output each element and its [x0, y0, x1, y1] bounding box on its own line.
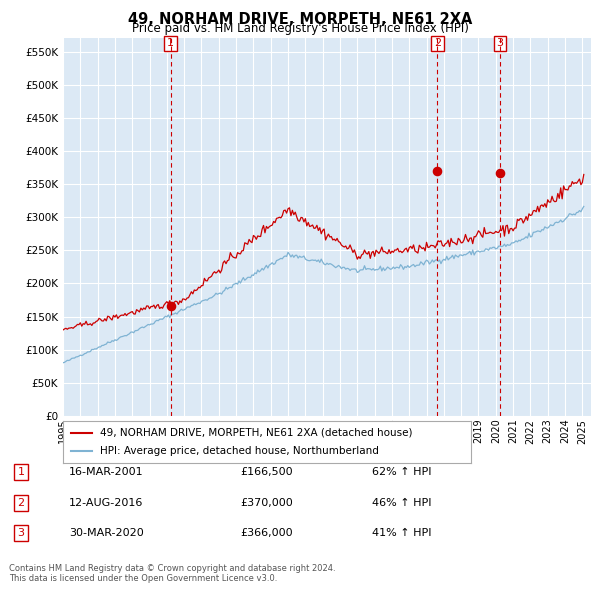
Text: 2: 2 [17, 498, 25, 507]
Text: 3: 3 [497, 38, 503, 48]
Text: 12-AUG-2016: 12-AUG-2016 [69, 498, 143, 507]
Point [166, 301, 175, 310]
Text: 46% ↑ HPI: 46% ↑ HPI [372, 498, 431, 507]
Text: 1: 1 [17, 467, 25, 477]
Point [433, 166, 442, 176]
Text: £166,500: £166,500 [240, 467, 293, 477]
Text: 2: 2 [434, 38, 441, 48]
Text: 16-MAR-2001: 16-MAR-2001 [69, 467, 143, 477]
Text: £370,000: £370,000 [240, 498, 293, 507]
Text: 41% ↑ HPI: 41% ↑ HPI [372, 529, 431, 538]
Text: 62% ↑ HPI: 62% ↑ HPI [372, 467, 431, 477]
Text: HPI: Average price, detached house, Northumberland: HPI: Average price, detached house, Nort… [100, 446, 379, 456]
Text: 30-MAR-2020: 30-MAR-2020 [69, 529, 144, 538]
Text: 49, NORHAM DRIVE, MORPETH, NE61 2XA (detached house): 49, NORHAM DRIVE, MORPETH, NE61 2XA (det… [100, 428, 412, 438]
Text: 3: 3 [17, 529, 25, 538]
Text: 1: 1 [167, 38, 174, 48]
Text: Contains HM Land Registry data © Crown copyright and database right 2024.
This d: Contains HM Land Registry data © Crown c… [9, 563, 335, 583]
Text: 49, NORHAM DRIVE, MORPETH, NE61 2XA: 49, NORHAM DRIVE, MORPETH, NE61 2XA [128, 12, 472, 27]
Text: Price paid vs. HM Land Registry's House Price Index (HPI): Price paid vs. HM Land Registry's House … [131, 22, 469, 35]
Text: £366,000: £366,000 [240, 529, 293, 538]
Point [496, 169, 505, 178]
